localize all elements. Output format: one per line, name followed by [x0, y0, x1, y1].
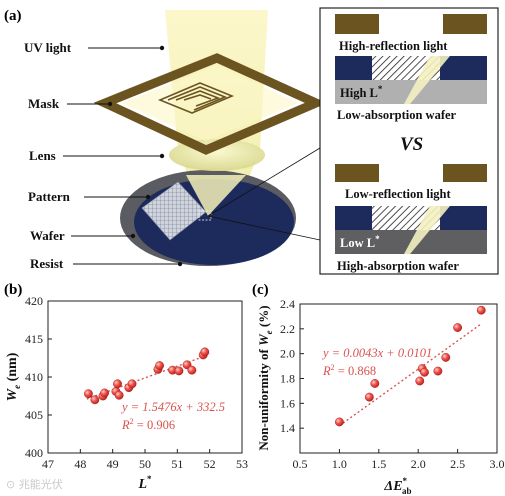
x-axis-label-var: L	[137, 477, 147, 492]
y-axis-label-sub: e	[12, 385, 22, 389]
x-tick-label: 47	[42, 457, 54, 471]
r-squared-value: = 0.906	[134, 418, 175, 432]
data-point	[155, 361, 164, 370]
watermark: ⊙ 兆能光伏	[6, 478, 63, 491]
high-absorption-label: High-absorption wafer	[337, 259, 459, 273]
plot-frame	[299, 303, 498, 454]
x-tick-label: 2.0	[411, 457, 426, 471]
data-point	[100, 388, 109, 398]
data-point	[200, 347, 210, 357]
y-tick-label: 410	[25, 370, 43, 384]
x-tick-label: 50	[139, 457, 151, 471]
data-point	[334, 417, 344, 427]
wafer-label: Wafer	[30, 228, 65, 243]
y-tick-label: 400	[25, 446, 43, 460]
callout-line-top	[207, 147, 321, 217]
r-squared-symbol: R	[322, 364, 331, 378]
fit-equation: y = 0.0043x + 0.0101	[321, 346, 432, 360]
y-axis-label: Non-uniformity of We (%)	[256, 305, 274, 450]
mask	[93, 53, 328, 155]
resist-label: Resist	[30, 256, 64, 271]
y-axis-label: We (nm)	[5, 352, 22, 401]
x-tick-label: 2.5	[450, 457, 465, 471]
lens-label: Lens	[29, 148, 56, 163]
panel-a-labels: UV light Mask Lens Pattern Wafer Resist	[24, 40, 183, 271]
pattern-label: Pattern	[28, 189, 71, 204]
y-tick-label: 405	[25, 408, 43, 422]
x-tick-label: 1.5	[371, 457, 386, 471]
fit-equation: y = 1.5476x + 332.5	[120, 400, 225, 414]
x-tick-label: 48	[74, 457, 86, 471]
mask-label: Mask	[28, 96, 60, 111]
y-tick-label: 420	[25, 294, 43, 308]
x-axis-label-var: ΔE	[383, 479, 402, 494]
data-point	[90, 395, 100, 405]
y-axis-label-var: W	[5, 387, 20, 401]
y-tick-label: 1.6	[280, 396, 295, 410]
high-reflection-label: High-reflection light	[339, 39, 448, 53]
x-axis-label: ΔE* ab	[383, 476, 411, 496]
y-tick-label: 2.0	[280, 347, 295, 361]
x-tick-label: 49	[107, 457, 119, 471]
x-tick-label: 1.0	[332, 457, 347, 471]
high-l-label: High L*	[340, 84, 383, 100]
x-tick-label: 52	[204, 457, 216, 471]
r-squared-sup: 2	[130, 417, 134, 426]
y-tick-label: 1.8	[280, 372, 295, 386]
data-point	[364, 392, 374, 402]
y-axis-label-var: W	[256, 333, 271, 346]
y-tick-label: 2.2	[280, 322, 295, 336]
r-squared-symbol: R	[121, 418, 130, 432]
low-l-label: Low L*	[340, 234, 380, 250]
y-tick-label: 415	[25, 332, 43, 346]
data-point	[114, 390, 124, 400]
y-axis-label-sub: e	[264, 330, 274, 334]
data-point	[84, 389, 93, 399]
data-point	[453, 323, 462, 332]
panel-c-tag: (c)	[252, 282, 269, 298]
light-cone	[186, 175, 246, 216]
uv-light-label: UV light	[24, 40, 72, 55]
data-point	[127, 379, 137, 389]
data-point	[113, 379, 122, 389]
y-tick-label: 1.4	[280, 421, 295, 435]
panel-a-tag: (a)	[4, 8, 22, 24]
x-axis-label-sup: *	[147, 474, 152, 484]
data-point	[370, 379, 380, 388]
y-tick-label: 2.4	[280, 297, 295, 311]
y-axis-label-unit: (nm)	[5, 352, 20, 385]
fit-line	[338, 323, 482, 427]
data-point	[415, 376, 425, 386]
panel-b-tag: (b)	[4, 282, 22, 298]
x-tick-label: 51	[171, 457, 183, 471]
comparison-inset: High-reflection light High L* Low-absorp…	[319, 7, 499, 275]
r-squared-value: = 0.868	[335, 364, 376, 378]
chart-b: 47 48 49 50 51 52 53 400 405 410 415 420 y = 1.5476x…	[5, 294, 248, 492]
y-axis-label-unit: (%)	[256, 305, 271, 330]
data-point	[187, 365, 197, 375]
x-axis-label: L*	[137, 474, 152, 492]
data-point	[441, 352, 451, 362]
r-squared: R2 = 0.906	[121, 417, 175, 432]
r-squared-sup: 2	[331, 363, 335, 372]
data-point	[420, 367, 429, 377]
x-axis-label-sub: ab	[402, 486, 412, 496]
wafer	[120, 170, 296, 266]
data-point	[174, 366, 184, 376]
x-tick-label: 53	[236, 457, 248, 471]
x-tick-label: 0.5	[293, 457, 308, 471]
vs-label: VS	[400, 134, 423, 155]
data-point	[476, 305, 486, 315]
x-tick-label: 3.0	[490, 457, 505, 471]
low-absorption-label: Low-absorption wafer	[337, 108, 457, 122]
low-reflection-label: Low-reflection light	[345, 187, 451, 201]
callout-line-bottom	[207, 215, 321, 241]
data-point	[182, 360, 192, 370]
x-axis-label-sup: *	[403, 476, 408, 486]
y-axis-label-prefix: Non-uniformity of	[256, 346, 271, 451]
chart-c: 0.5 1.0 1.5 2.0 2.5 3.0 1.4 1.6 1.8 2.0 2.2 2.4 y = …	[256, 297, 505, 496]
data-point	[433, 366, 443, 376]
r-squared: R2 = 0.868	[322, 363, 376, 378]
